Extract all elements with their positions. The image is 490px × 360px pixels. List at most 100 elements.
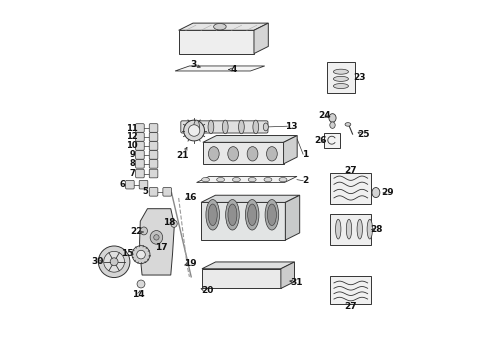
Ellipse shape [206,199,220,230]
Text: 18: 18 [163,218,175,227]
Ellipse shape [329,114,336,122]
Ellipse shape [265,199,279,230]
Text: 23: 23 [353,73,365,82]
Ellipse shape [208,147,219,161]
FancyBboxPatch shape [330,173,371,204]
Ellipse shape [98,246,130,278]
Text: 25: 25 [357,130,369,139]
Ellipse shape [248,177,256,182]
Text: 15: 15 [122,249,134,258]
FancyBboxPatch shape [136,133,144,141]
Polygon shape [202,269,281,288]
Text: 19: 19 [184,259,197,268]
Ellipse shape [232,177,240,182]
FancyBboxPatch shape [149,159,158,168]
Ellipse shape [184,120,204,141]
Ellipse shape [228,147,239,161]
Text: 3: 3 [190,60,196,69]
Text: 6: 6 [119,180,125,189]
Polygon shape [203,135,297,142]
Text: 27: 27 [344,166,357,175]
Polygon shape [281,262,294,288]
Text: 26: 26 [314,136,326,145]
Ellipse shape [372,188,380,198]
Text: 29: 29 [381,188,394,197]
Ellipse shape [247,147,258,161]
Text: 31: 31 [291,278,303,287]
Text: 4: 4 [230,65,237,74]
Ellipse shape [140,227,147,235]
Text: 1: 1 [302,150,308,159]
Text: 28: 28 [371,225,383,234]
Polygon shape [179,23,269,30]
Polygon shape [284,135,297,164]
FancyBboxPatch shape [163,188,172,196]
Ellipse shape [268,204,276,226]
Text: 27: 27 [344,302,357,311]
FancyBboxPatch shape [149,141,158,150]
Ellipse shape [279,177,287,182]
Polygon shape [140,209,174,275]
FancyBboxPatch shape [149,124,158,132]
Text: 30: 30 [92,257,104,266]
Ellipse shape [208,204,217,226]
Text: 20: 20 [201,286,214,295]
Text: 5: 5 [143,187,148,196]
FancyBboxPatch shape [136,150,144,159]
Ellipse shape [267,147,277,161]
Ellipse shape [217,177,224,182]
Ellipse shape [110,258,118,266]
Text: 22: 22 [130,228,143,237]
Ellipse shape [346,219,352,239]
FancyBboxPatch shape [330,214,371,244]
Ellipse shape [222,120,228,134]
Polygon shape [175,66,265,71]
Text: 16: 16 [184,193,197,202]
Ellipse shape [201,177,210,182]
FancyBboxPatch shape [149,133,158,141]
Polygon shape [254,23,269,54]
Polygon shape [285,195,300,240]
Ellipse shape [239,120,245,134]
Polygon shape [203,142,284,164]
Ellipse shape [367,219,372,239]
Text: 7: 7 [129,169,135,178]
Text: 12: 12 [126,132,138,141]
Polygon shape [201,202,285,240]
Ellipse shape [132,246,150,264]
FancyBboxPatch shape [136,159,144,168]
Ellipse shape [137,250,146,259]
Text: 10: 10 [126,141,138,150]
FancyBboxPatch shape [149,169,158,178]
FancyBboxPatch shape [330,276,371,305]
Text: 24: 24 [318,111,331,120]
Text: 14: 14 [132,290,145,299]
FancyBboxPatch shape [136,141,144,150]
FancyBboxPatch shape [327,62,355,93]
Ellipse shape [333,69,348,74]
Text: 17: 17 [155,243,168,252]
Text: 9: 9 [129,150,135,159]
Ellipse shape [188,125,200,136]
Ellipse shape [247,204,257,226]
Ellipse shape [137,280,145,288]
Ellipse shape [253,120,259,134]
Ellipse shape [336,219,341,239]
Ellipse shape [345,123,351,126]
Polygon shape [202,262,294,269]
Polygon shape [196,176,297,183]
Ellipse shape [333,76,348,81]
Ellipse shape [228,204,237,226]
Ellipse shape [357,219,363,239]
FancyBboxPatch shape [139,180,148,189]
Ellipse shape [208,120,214,134]
Ellipse shape [330,122,335,129]
Ellipse shape [194,120,199,134]
FancyBboxPatch shape [181,121,268,133]
FancyBboxPatch shape [136,169,144,178]
FancyBboxPatch shape [324,133,340,148]
Polygon shape [201,195,300,202]
Ellipse shape [333,84,348,89]
Text: 13: 13 [285,122,298,131]
Ellipse shape [225,199,239,230]
